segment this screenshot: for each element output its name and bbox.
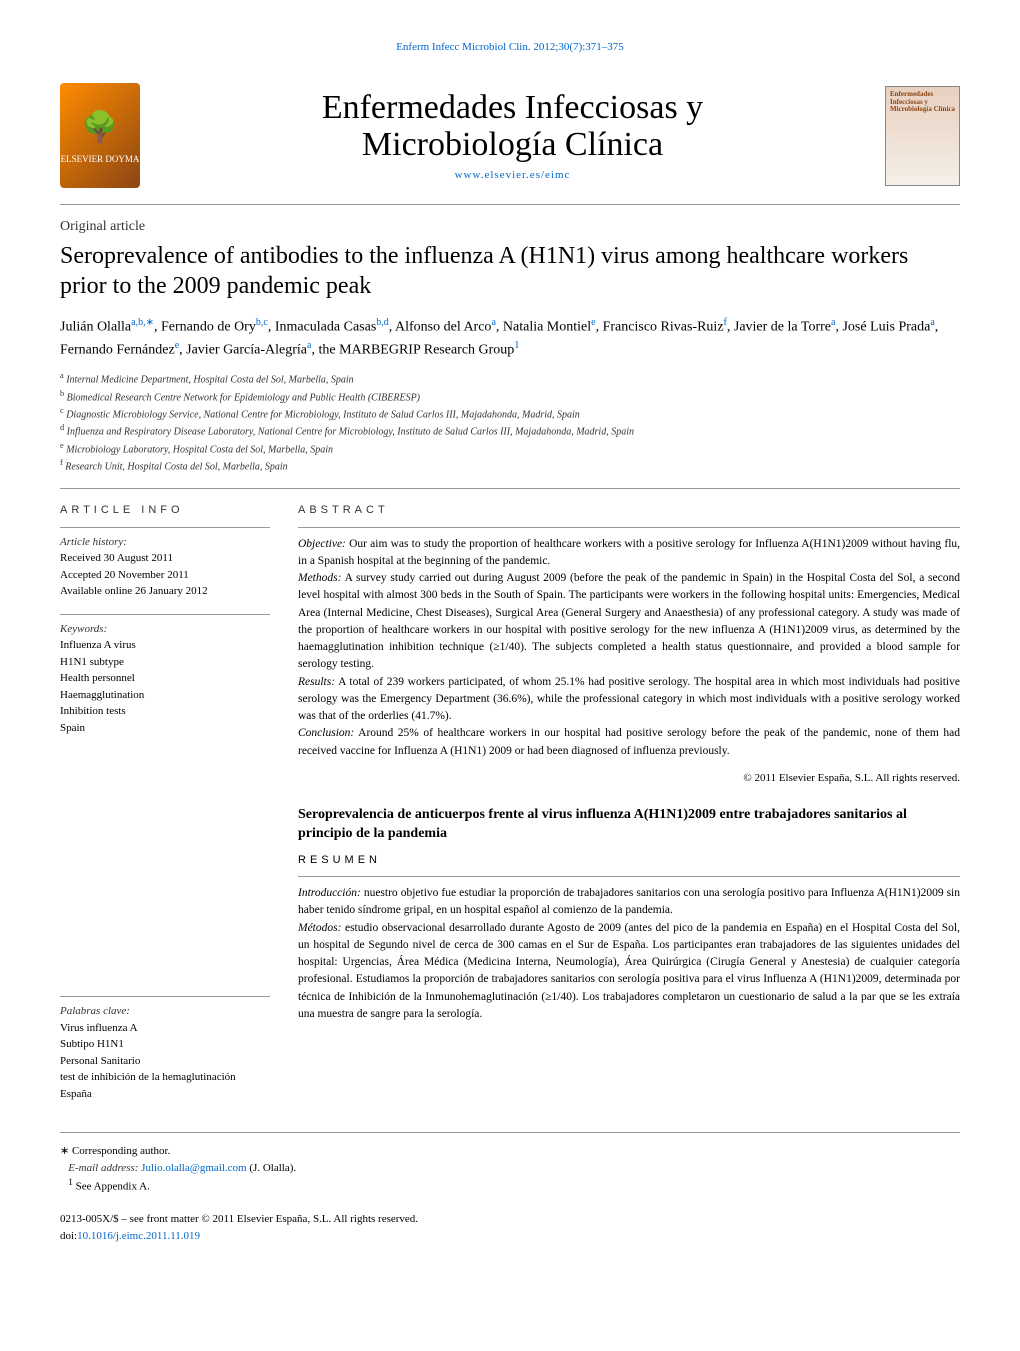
methods-text: A survey study carried out during August… [298,572,960,670]
palabra-item: Personal Sanitario [60,1053,270,1070]
article-type: Original article [60,217,960,237]
affiliation-a: a Internal Medicine Department, Hospital… [60,370,960,387]
footer-section: ∗ Corresponding author. E-mail address: … [60,1132,960,1195]
palabra-item: España [60,1086,270,1103]
history-accepted: Accepted 20 November 2011 [60,567,270,584]
palabra-item: test de inhibición de la hemaglutinación [60,1069,270,1086]
affiliation-c: c Diagnostic Microbiology Service, Natio… [60,405,960,422]
metodos-es-text: estudio observacional desarrollado duran… [298,922,960,1020]
doi-label: doi: [60,1230,77,1242]
authors-list: Julián Olallaa,b,∗, Fernando de Oryb,c, … [60,315,960,360]
keywords-label: Keywords: [60,621,270,638]
article-history-label: Article history: [60,534,270,551]
metodos-es-label: Métodos: [298,922,341,934]
affiliation-e: e Microbiology Laboratory, Hospital Cost… [60,440,960,457]
journal-title-line1: Enfermedades Infecciosas y [140,89,885,126]
results-label: Results: [298,676,335,688]
palabra-item: Subtipo H1N1 [60,1036,270,1053]
publisher-logo: 🌳 ELSEVIER DOYMA [60,83,140,188]
palabras-block: Palabras clave: Virus influenza A Subtip… [60,996,270,1102]
copyright-en: © 2011 Elsevier España, S.L. All rights … [298,770,960,787]
spanish-title: Seroprevalencia de anticuerpos frente al… [298,806,960,842]
keyword-item: Influenza A virus [60,637,270,654]
publisher-name: ELSEVIER DOYMA [61,153,140,166]
affiliation-d: d Influenza and Respiratory Disease Labo… [60,422,960,439]
appendix-sup: 1 [68,1177,73,1187]
abstract-block: Objective: Our aim was to study the prop… [298,527,960,787]
right-column: ABSTRACT Objective: Our aim was to study… [298,503,960,1102]
history-online: Available online 26 January 2012 [60,583,270,600]
cover-title: Enfermedades Infecciosas y Microbiología… [890,91,955,114]
affiliation-f: f Research Unit, Hospital Costa del Sol,… [60,457,960,474]
header-citation: Enferm Infecc Microbiol Clin. 2012;30(7)… [60,40,960,55]
introduccion-label: Introducción: [298,887,361,899]
affiliation-b: b Biomedical Research Centre Network for… [60,388,960,405]
keyword-item: Haemagglutination [60,687,270,704]
left-column: ARTICLE INFO Article history: Received 3… [60,503,270,1102]
keyword-item: H1N1 subtype [60,654,270,671]
article-history-block: Article history: Received 30 August 2011… [60,527,270,600]
objective-text: Our aim was to study the proportion of h… [298,538,960,567]
history-received: Received 30 August 2011 [60,550,270,567]
journal-url-link[interactable]: www.elsevier.es/eimc [455,169,571,181]
results-text: A total of 239 workers participated, of … [298,676,960,723]
corresponding-author: ∗ Corresponding author. [60,1143,960,1160]
objective-label: Objective: [298,538,346,550]
article-info-heading: ARTICLE INFO [60,503,270,518]
journal-title-line2: Microbiología Clínica [140,126,885,163]
conclusion-text: Around 25% of healthcare workers in our … [298,727,960,756]
email-label: E-mail address: [68,1162,138,1174]
methods-label: Methods: [298,572,341,584]
journal-cover-thumbnail: Enfermedades Infecciosas y Microbiología… [885,86,960,186]
resumen-heading: RESUMEN [298,853,960,868]
content-row: ARTICLE INFO Article history: Received 3… [60,488,960,1102]
keyword-item: Inhibition tests [60,703,270,720]
conclusion-label: Conclusion: [298,727,354,739]
introduccion-text: nuestro objetivo fue estudiar la proporc… [298,887,960,916]
journal-url: www.elsevier.es/eimc [140,168,885,183]
resumen-block: Introducción: nuestro objetivo fue estud… [298,876,960,1023]
divider-top [60,204,960,205]
affiliations-list: a Internal Medicine Department, Hospital… [60,370,960,474]
journal-header: 🌳 ELSEVIER DOYMA Enfermedades Infecciosa… [60,75,960,196]
keyword-item: Spain [60,720,270,737]
email-name: (J. Olalla). [249,1162,296,1174]
journal-title-block: Enfermedades Infecciosas y Microbiología… [140,89,885,183]
appendix-note: 1 See Appendix A. [60,1176,960,1195]
keywords-block: Keywords: Influenza A virus H1N1 subtype… [60,614,270,737]
email-line: E-mail address: Julio.olalla@gmail.com (… [60,1160,960,1177]
front-matter: 0213-005X/$ – see front matter © 2011 El… [60,1211,960,1228]
doi-link[interactable]: 10.1016/j.eimc.2011.11.019 [77,1230,200,1242]
palabras-label: Palabras clave: [60,1003,270,1020]
article-title: Seroprevalence of antibodies to the infl… [60,241,960,301]
doi-line: doi:10.1016/j.eimc.2011.11.019 [60,1228,960,1245]
palabra-item: Virus influenza A [60,1020,270,1037]
keyword-item: Health personnel [60,670,270,687]
email-link[interactable]: Julio.olalla@gmail.com [141,1162,246,1174]
elsevier-tree-icon: 🌳 [81,107,118,149]
footer-bottom: 0213-005X/$ – see front matter © 2011 El… [60,1211,960,1244]
header-citation-link[interactable]: Enferm Infecc Microbiol Clin. 2012;30(7)… [396,41,624,53]
abstract-heading: ABSTRACT [298,503,960,518]
